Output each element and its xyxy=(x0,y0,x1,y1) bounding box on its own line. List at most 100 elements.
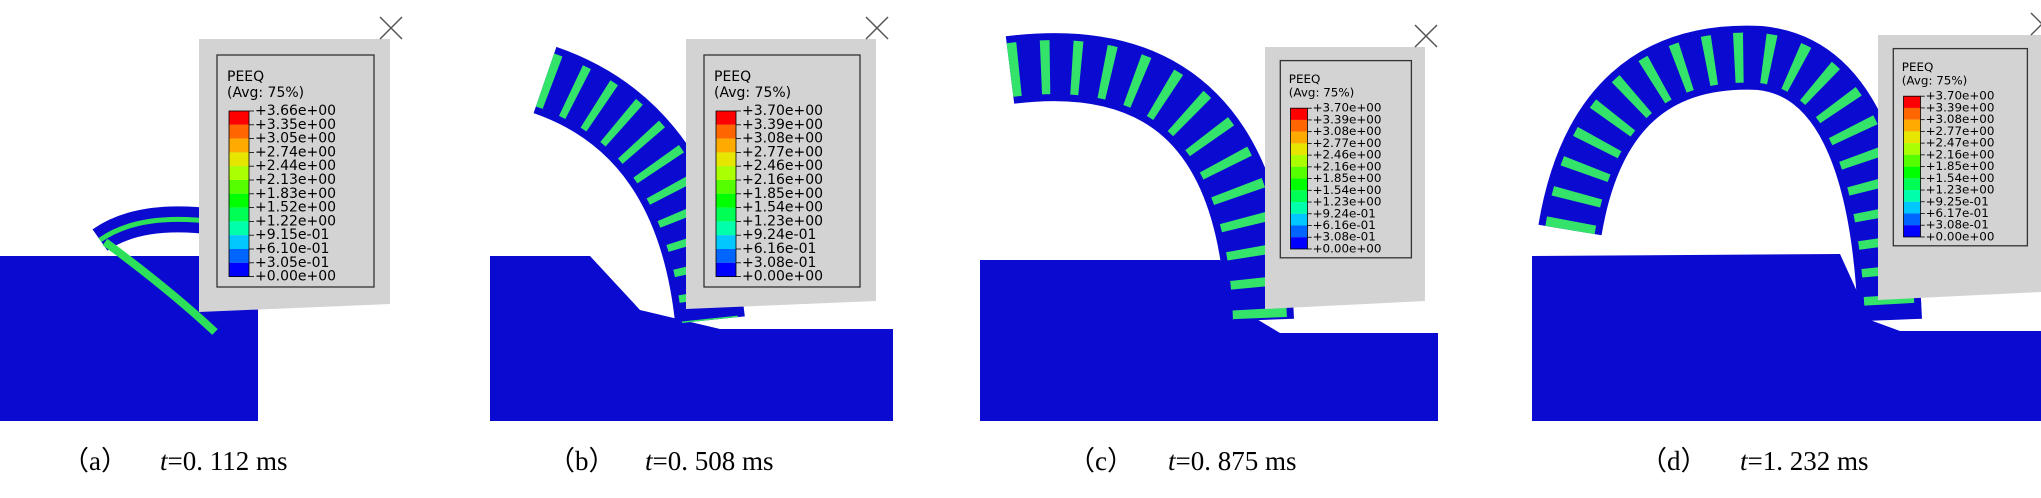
simulations xyxy=(0,25,2041,421)
close-mark xyxy=(865,16,889,40)
legend-label: +2.74e+00 xyxy=(255,144,336,160)
chip-band xyxy=(1545,32,1915,322)
legend-label: +6.16e-01 xyxy=(1313,218,1376,232)
legend-color-band xyxy=(1903,225,1921,237)
legend-color-band xyxy=(1903,154,1921,167)
legend-label: +6.17e-01 xyxy=(1926,206,1989,220)
legend-color-band xyxy=(1290,202,1308,214)
annotations: PEEQ(Avg: 75%)+3.66e+00+3.35e+00+3.05e+0… xyxy=(62,12,2041,476)
legend-label: +3.08e-01 xyxy=(1926,218,1989,232)
legend-label: +3.70e+00 xyxy=(742,103,823,119)
legend-color-band xyxy=(229,180,249,194)
caption-time: t=0. 875 ms xyxy=(1168,446,1297,476)
legend-label: +2.77e+00 xyxy=(1926,124,1995,138)
legend-title: PEEQ xyxy=(714,69,751,85)
legend-label: +1.23e+00 xyxy=(742,213,823,229)
caption-value: =0. 508 ms xyxy=(653,446,774,476)
legend-frame xyxy=(1279,59,1413,259)
legend-label: +1.22e+00 xyxy=(255,213,336,229)
legend-label: +9.24e-01 xyxy=(742,227,816,243)
legend-label: +6.10e-01 xyxy=(255,241,329,257)
legend-color-band xyxy=(1903,166,1921,179)
legend-label: +3.66e+00 xyxy=(255,103,336,119)
caption-label: （b） xyxy=(548,446,616,476)
legend-color-band xyxy=(1290,108,1308,120)
legend-label: +2.16e+00 xyxy=(1926,147,1995,161)
legend-color-band xyxy=(1903,178,1921,191)
legend-label: +6.16e-01 xyxy=(742,241,816,257)
legend-label: +1.52e+00 xyxy=(255,200,336,216)
legend-color-band xyxy=(716,221,736,236)
legend-color-band xyxy=(229,249,249,263)
panel: PEEQ(Avg: 75%) +3.70e+00+3.39e+00+3.08e+0… xyxy=(548,16,889,476)
legend-color-band xyxy=(716,138,736,153)
legend-label: +1.23e+00 xyxy=(1313,195,1382,209)
legend-label: +3.39e+00 xyxy=(742,117,823,133)
legend-label: +1.54e+00 xyxy=(742,200,823,216)
legend-color-band xyxy=(1903,213,1921,226)
legend-label: +9.15e-01 xyxy=(255,227,329,243)
workpiece xyxy=(490,256,893,421)
legend-label: +1.85e+00 xyxy=(1926,159,1995,173)
legend-label: +1.83e+00 xyxy=(255,186,336,202)
close-mark xyxy=(379,16,403,40)
caption-label: （a） xyxy=(62,446,128,476)
legend-color-band xyxy=(1290,178,1308,191)
legend-label: +1.54e+00 xyxy=(1926,171,1995,185)
legend-color-band xyxy=(229,138,249,153)
legend-label: +2.47e+00 xyxy=(1926,136,1995,150)
legend-color-band xyxy=(716,193,736,208)
legend-color-band xyxy=(229,207,249,222)
legend-color-band xyxy=(1290,119,1308,132)
caption-value: =0. 875 ms xyxy=(1176,446,1297,476)
shear-zone xyxy=(102,238,218,335)
legend-color-band xyxy=(716,166,736,180)
legend-label: +3.08e-01 xyxy=(1313,230,1376,244)
legend-label: +3.39e+00 xyxy=(1926,100,1995,114)
legend-label: +3.70e+00 xyxy=(1313,101,1382,115)
legend-color-band xyxy=(1903,143,1921,155)
caption-variable: t xyxy=(160,446,169,476)
legend-subtitle: (Avg: 75%) xyxy=(714,85,791,101)
legend-color-band xyxy=(1290,131,1308,144)
legend-color-band xyxy=(1903,201,1921,214)
legend-color-band xyxy=(716,235,736,249)
legend-label: +3.35e+00 xyxy=(255,117,336,133)
chip-band xyxy=(98,216,216,243)
legend-color-band xyxy=(1903,107,1921,120)
caption-label: （c） xyxy=(1068,446,1134,476)
legend-color-band xyxy=(229,262,249,277)
legend-label: +3.08e-01 xyxy=(742,255,816,271)
legend-color-band xyxy=(229,124,249,139)
legend-label: +2.46e+00 xyxy=(742,158,823,174)
legend-label: +0.00e+00 xyxy=(1926,229,1995,243)
workpiece xyxy=(980,260,1438,421)
legend-label: +2.77e+00 xyxy=(742,144,823,160)
legend-color-band xyxy=(229,152,249,167)
legend-frame xyxy=(703,54,861,288)
legend-color-band xyxy=(1290,155,1308,167)
legend-label: +3.08e+00 xyxy=(742,131,823,147)
workpiece xyxy=(1532,254,2041,421)
legend-label: +2.77e+00 xyxy=(1313,136,1382,150)
legend-label: +1.85e+00 xyxy=(742,186,823,202)
caption-value: =0. 112 ms xyxy=(168,446,288,476)
legend-title: PEEQ xyxy=(1902,60,1934,74)
legend-color-band xyxy=(1290,143,1308,156)
legend-label: +1.85e+00 xyxy=(1313,171,1382,185)
legend-label: +0.00e+00 xyxy=(742,269,823,285)
caption-time: t=0. 508 ms xyxy=(645,446,774,476)
legend-label: +0.00e+00 xyxy=(255,269,336,285)
legend-color-band xyxy=(1290,213,1308,226)
legend-label: +2.46e+00 xyxy=(1313,148,1382,162)
caption-variable: t xyxy=(1740,446,1749,476)
legend-color-band xyxy=(1290,237,1308,249)
legend-color-band xyxy=(716,111,736,125)
legend-label: +9.24e-01 xyxy=(1313,206,1376,220)
legend-label: +2.44e+00 xyxy=(255,158,336,174)
legend-color-band xyxy=(1290,190,1308,203)
legend-color-band xyxy=(716,124,736,139)
legend-color-band xyxy=(1903,131,1921,144)
legend-label: +3.05e-01 xyxy=(255,255,329,271)
legend-label: +0.00e+00 xyxy=(1313,241,1382,255)
